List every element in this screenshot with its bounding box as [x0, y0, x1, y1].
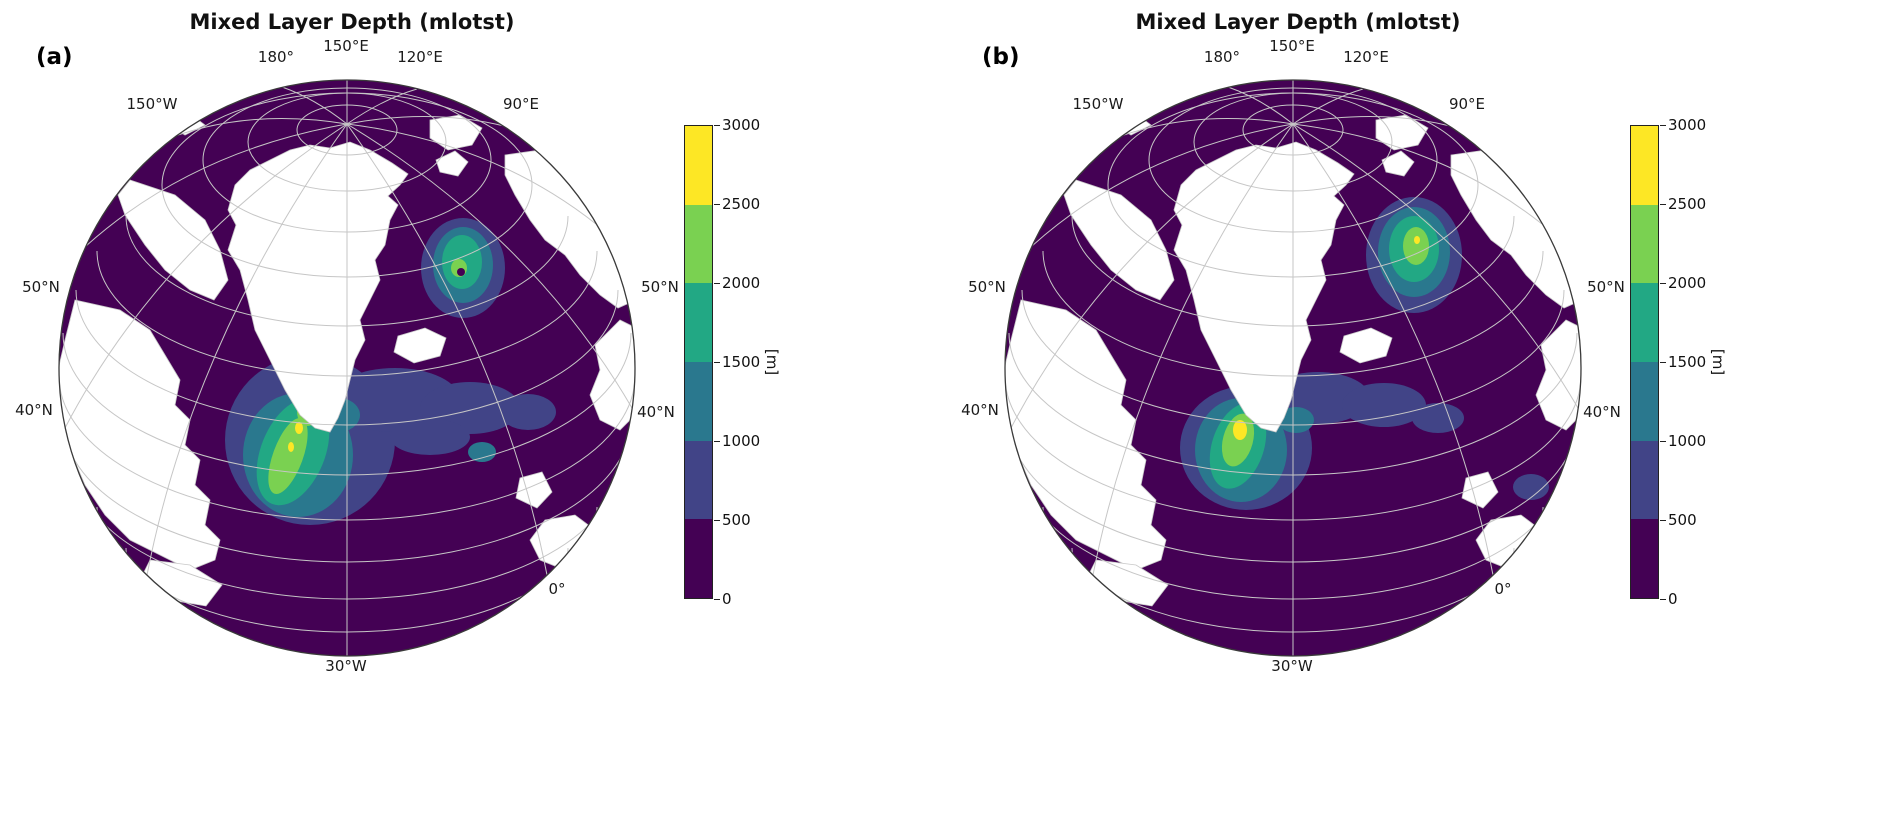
colorbar-unit-label: [m]	[1709, 348, 1727, 376]
colorbar-tick: 1500	[1659, 353, 1707, 371]
colorbar-tick: 2500	[713, 195, 761, 213]
gridline-label-40n-left: 40°N	[15, 401, 53, 419]
colorbar-segment	[685, 440, 712, 520]
globe-map-b	[1004, 79, 1582, 657]
colorbar-tick: 1000	[713, 432, 761, 450]
colorbar-bar	[1630, 125, 1659, 599]
gridline-label-0: 0°	[548, 580, 566, 598]
colorbar-segment	[685, 283, 712, 363]
colorbar-tick: 2500	[1659, 195, 1707, 213]
colorbar-tick: 0	[714, 590, 732, 608]
gridline-label-150w: 150°W	[126, 95, 178, 113]
colorbar-tick: 1000	[1659, 432, 1707, 450]
gridline-label-180: 180°	[1203, 48, 1241, 66]
gridline-label-40n-right: 40°N	[1583, 403, 1621, 421]
colorbar: 3000 2500 2000 1500 1000 500 0 [m]	[684, 116, 814, 608]
gridline-label-50n-left: 50°N	[968, 278, 1006, 296]
colorbar-segment	[685, 126, 712, 205]
gridline-label-50n-right: 50°N	[641, 278, 679, 296]
gridline-label-150e: 150°E	[323, 37, 369, 55]
colorbar-tick: 0	[1660, 590, 1678, 608]
gridline-label-180: 180°	[257, 48, 295, 66]
colorbar-segment	[1631, 440, 1658, 520]
colorbar-tick: 3000	[1659, 116, 1707, 134]
colorbar-tick: 2000	[1659, 274, 1707, 292]
panel-title: Mixed Layer Depth (mlotst)	[1135, 10, 1461, 34]
colorbar-bar	[684, 125, 713, 599]
gridline-label-50n-right: 50°N	[1587, 278, 1625, 296]
colorbar-unit-label: [m]	[763, 348, 781, 376]
colorbar-tick: 2000	[713, 274, 761, 292]
gridline-label-90e: 90°E	[1448, 95, 1486, 113]
gridline-label-50n-left: 50°N	[22, 278, 60, 296]
globe-map-a	[58, 79, 636, 657]
gridline-label-40n-right: 40°N	[637, 403, 675, 421]
gridline-label-90e: 90°E	[502, 95, 540, 113]
gridline-label-40n-left: 40°N	[961, 401, 999, 419]
colorbar: 3000 2500 2000 1500 1000 500 0 [m]	[1630, 116, 1760, 608]
colorbar-tick: 1500	[713, 353, 761, 371]
panel-label: (a)	[36, 44, 73, 70]
colorbar-tick: 3000	[713, 116, 761, 134]
colorbar-segment	[1631, 204, 1658, 284]
colorbar-segment	[685, 519, 712, 599]
gridline-label-120e: 120°E	[1343, 48, 1389, 66]
colorbar-tick: 500	[1660, 511, 1697, 529]
colorbar-segment	[1631, 519, 1658, 599]
gridline-label-0: 0°	[1494, 580, 1512, 598]
colorbar-segment	[1631, 126, 1658, 205]
panel-label: (b)	[982, 44, 1020, 70]
panel-b: (b) Mixed Layer Depth (mlotst) 180° 150°…	[946, 0, 1892, 824]
colorbar-segment	[685, 204, 712, 284]
gridline-label-30w: 30°W	[325, 657, 367, 675]
colorbar-segment	[685, 362, 712, 441]
gridline-label-150w: 150°W	[1072, 95, 1124, 113]
panel-title: Mixed Layer Depth (mlotst)	[189, 10, 515, 34]
gridline-label-150e: 150°E	[1269, 37, 1315, 55]
panel-a: (a) Mixed Layer Depth (mlotst) 180° 150°…	[15, 10, 814, 675]
colorbar-segment	[1631, 362, 1658, 441]
gridline-label-30w: 30°W	[1271, 657, 1313, 675]
gridline-label-120e: 120°E	[397, 48, 443, 66]
colorbar-segment	[1631, 283, 1658, 363]
colorbar-tick: 500	[714, 511, 751, 529]
